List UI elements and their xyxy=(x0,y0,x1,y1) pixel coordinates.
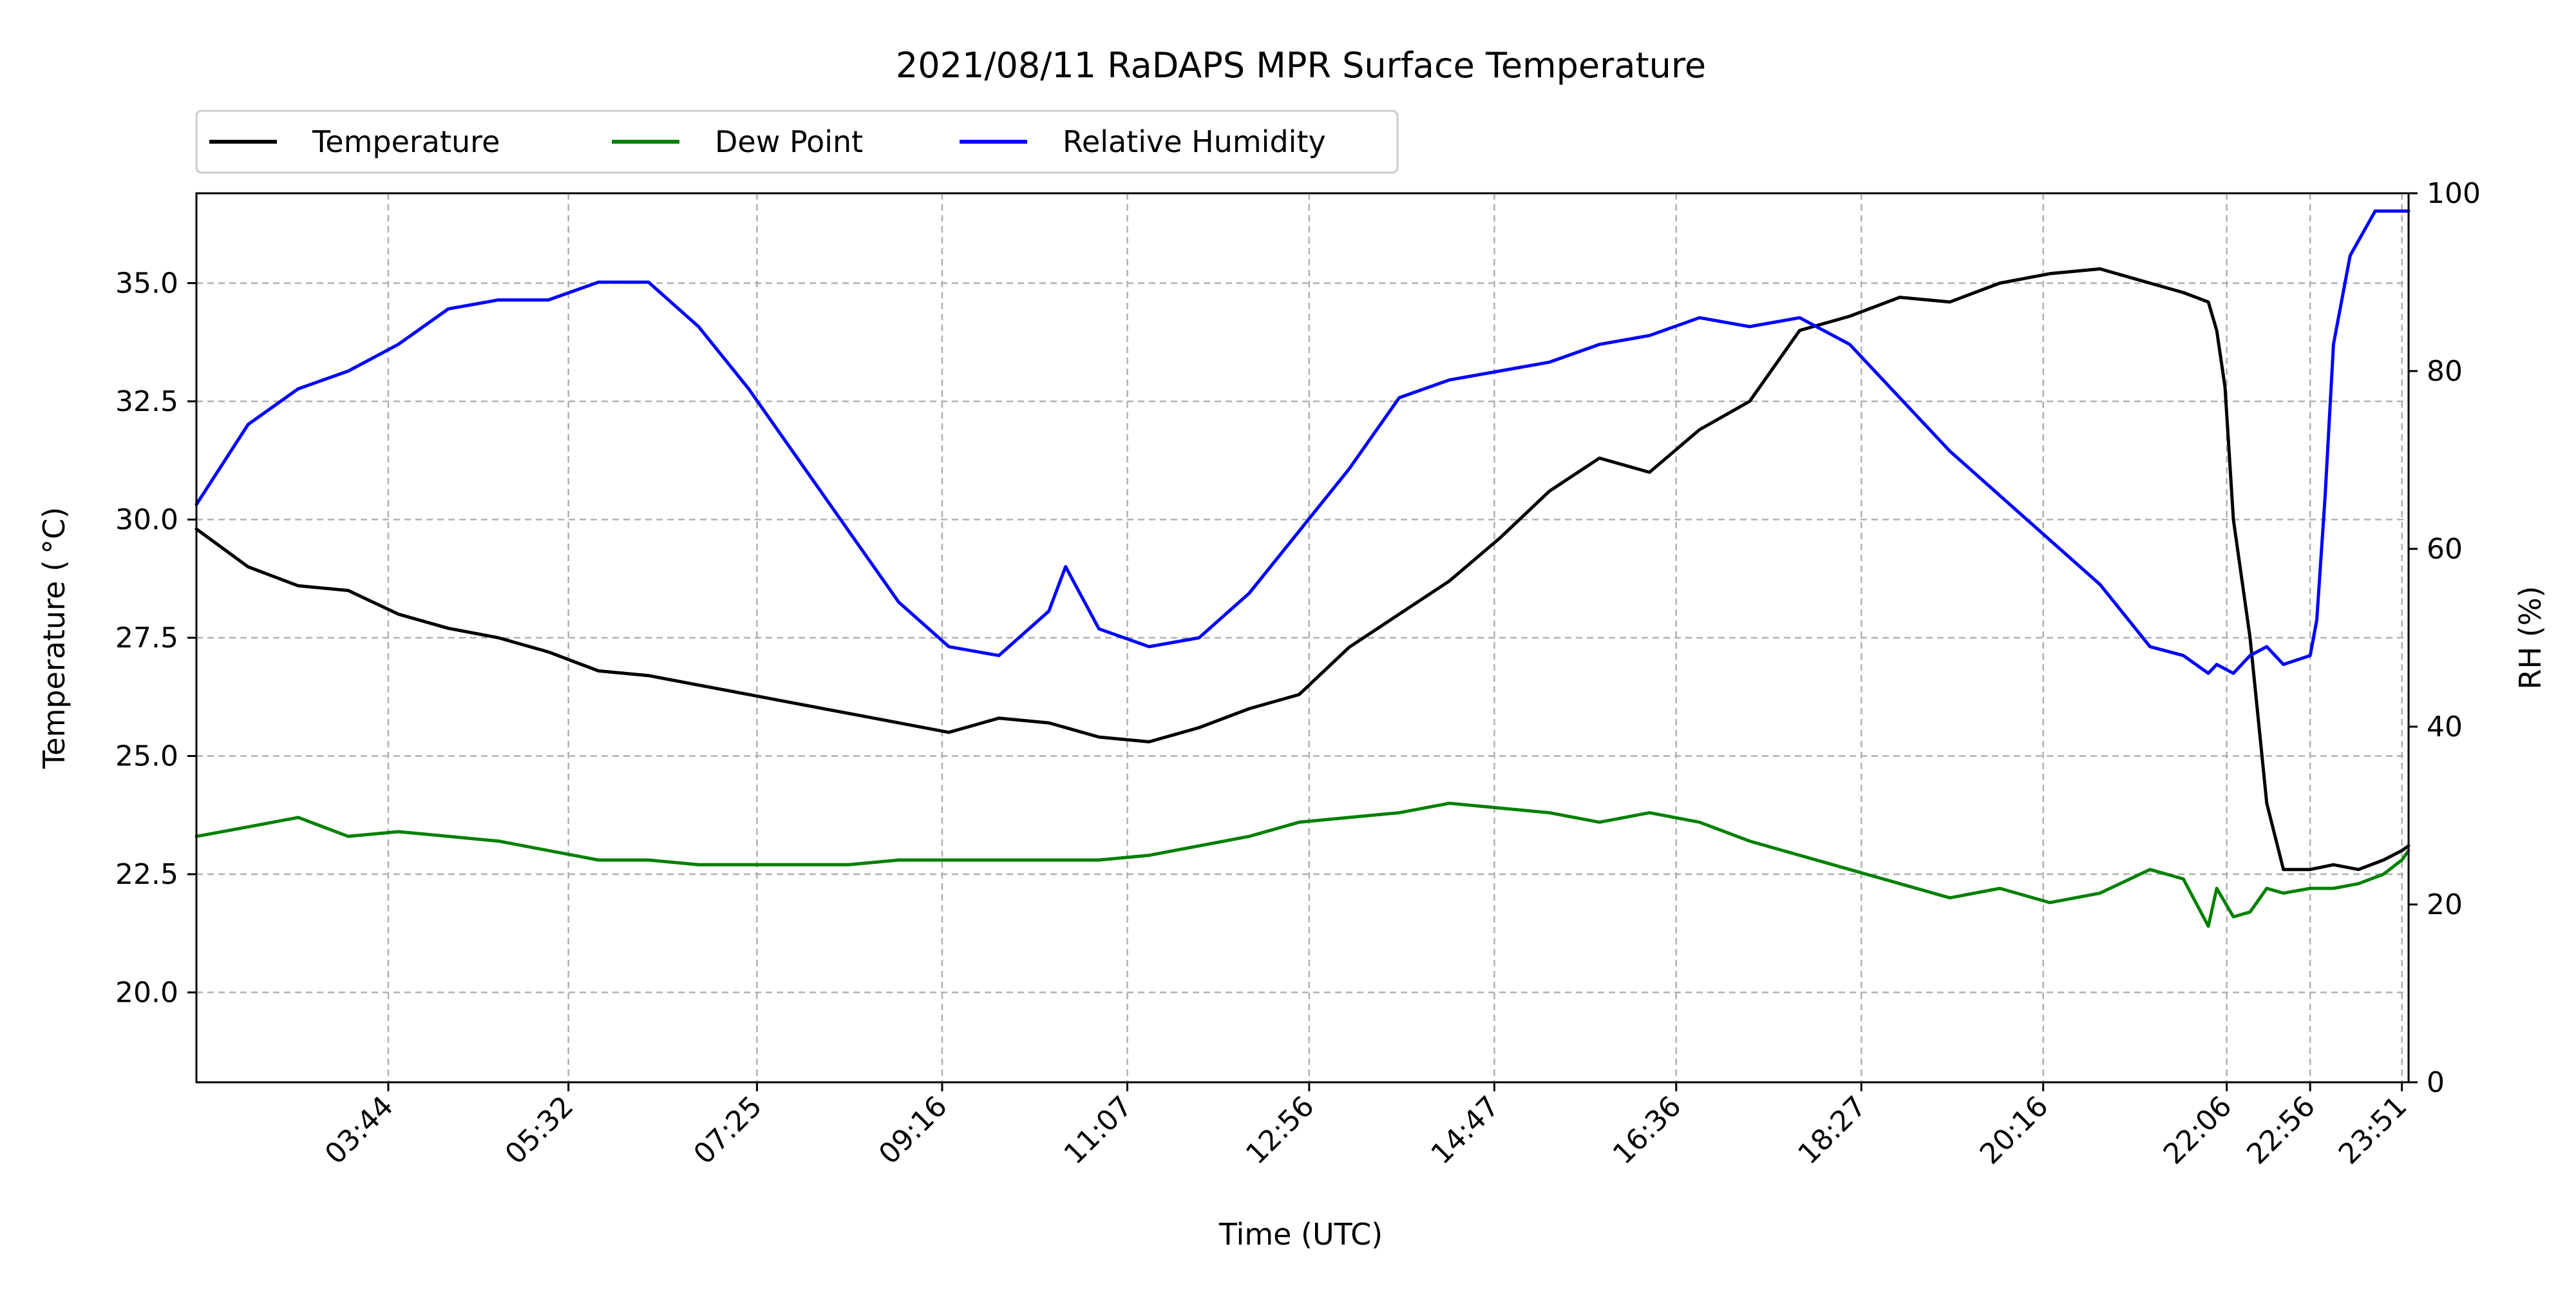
y-tick-label: 22.5 xyxy=(115,858,178,891)
legend-label-temperature: Temperature xyxy=(312,124,500,159)
y2-tick-label: 0 xyxy=(2427,1066,2445,1099)
y2-tick-label: 80 xyxy=(2427,355,2463,388)
y-tick-label: 30.0 xyxy=(115,503,178,536)
y2-tick-label: 20 xyxy=(2427,888,2463,921)
y-tick-label: 20.0 xyxy=(115,977,178,1009)
y-tick-label: 27.5 xyxy=(115,622,178,655)
legend: Temperature Dew Point Relative Humidity xyxy=(195,110,1399,174)
x-tick-label: 16:36 xyxy=(1607,1090,1688,1171)
x-tick-label: 12:56 xyxy=(1240,1090,1321,1171)
y2-axis-label: RH (%) xyxy=(2513,586,2548,690)
x-tick-label: 05:32 xyxy=(499,1090,580,1171)
y-tick-label: 35.0 xyxy=(115,267,178,300)
x-tick-label: 14:47 xyxy=(1425,1090,1506,1171)
y2-tick-label: 40 xyxy=(2427,711,2463,743)
y2-tick-label: 60 xyxy=(2427,533,2463,566)
x-tick-label: 22:56 xyxy=(2240,1090,2322,1171)
y2-tick-label: 100 xyxy=(2427,177,2481,210)
series-lines xyxy=(194,209,2410,928)
x-tick-label: 03:44 xyxy=(319,1090,400,1171)
y-axis-label: Temperature ( °C) xyxy=(37,507,71,769)
x-tick-label: 07:25 xyxy=(687,1090,768,1171)
x-axis-label: Time (UTC) xyxy=(1218,1217,1383,1252)
legend-label-dew-point: Dew Point xyxy=(715,124,863,159)
x-tick-label: 20:16 xyxy=(1974,1090,2055,1171)
x-tick-label: 18:27 xyxy=(1792,1090,1873,1171)
axis-ticks: 03:44 05:32 07:25 09:16 11:07 12:56 14:47 16:36… xyxy=(115,177,2481,1171)
legend-box xyxy=(195,110,1399,174)
series-line-temperature xyxy=(194,267,2410,872)
chart-title: 2021/08/11 RaDAPS MPR Surface Temperatur… xyxy=(896,45,1706,86)
x-tick-label: 22:06 xyxy=(2157,1090,2239,1171)
series-line-dew-point xyxy=(194,801,2410,928)
y-tick-label: 32.5 xyxy=(115,385,178,418)
x-tick-label: 11:07 xyxy=(1058,1090,1139,1171)
legend-label-relative-humidity: Relative Humidity xyxy=(1063,124,1326,159)
y-tick-label: 25.0 xyxy=(115,740,178,773)
grid-lines xyxy=(196,193,2409,1082)
x-tick-label: 09:16 xyxy=(873,1090,954,1171)
x-tick-label: 23:51 xyxy=(2333,1090,2414,1171)
series-line-relative-humidity xyxy=(194,209,2410,675)
